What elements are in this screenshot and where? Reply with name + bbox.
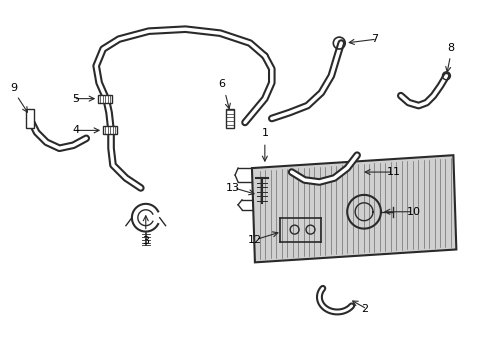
Text: 3: 3 [142,235,149,246]
Text: 6: 6 [219,79,226,89]
Text: 8: 8 [447,43,454,53]
Text: 11: 11 [387,167,401,177]
Bar [226,109,234,129]
Text: 2: 2 [361,304,368,314]
Text: 1: 1 [261,128,269,138]
Text: 13: 13 [226,183,240,193]
Text: 5: 5 [73,94,79,104]
Text: 10: 10 [407,207,421,217]
Bar [103,126,117,134]
Text: 12: 12 [248,234,262,244]
Bar [98,95,112,103]
Text: 7: 7 [371,34,378,44]
Polygon shape [252,155,456,262]
Bar [25,109,34,129]
Text: 9: 9 [10,83,17,93]
Text: 4: 4 [72,125,79,135]
